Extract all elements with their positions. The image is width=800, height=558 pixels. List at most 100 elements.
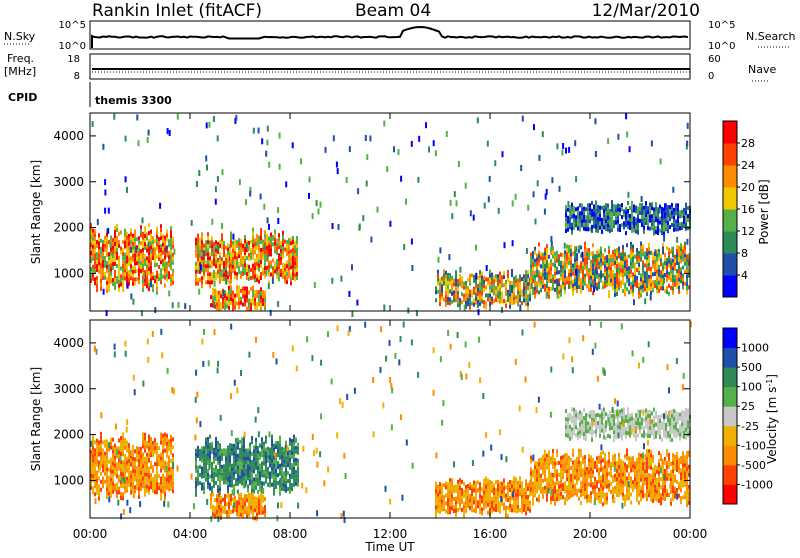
echo-cell: [577, 226, 579, 230]
echo-cell: [160, 280, 162, 284]
echo-cell: [566, 276, 568, 280]
echo-cell: [618, 275, 620, 279]
echo-cell: [681, 226, 683, 230]
echo-cell: [227, 486, 229, 490]
echo-cell: [236, 500, 238, 504]
echo-cell: [366, 181, 368, 187]
echo-cell: [605, 203, 607, 207]
echo-cell: [279, 440, 281, 444]
echo-cell: [675, 203, 677, 207]
echo-cell: [292, 248, 294, 252]
echo-cell: [227, 275, 229, 279]
echo-cell: [144, 465, 146, 469]
echo-cell: [677, 219, 679, 223]
echo-cell: [571, 207, 573, 211]
echo-cell: [479, 274, 481, 278]
echo-cell: [521, 482, 523, 486]
echo-cell: [238, 493, 240, 497]
echo-cell: [221, 469, 223, 473]
echo-cell: [209, 483, 211, 487]
echo-cell: [585, 223, 587, 227]
echo-cell: [469, 274, 471, 278]
echo-cell: [603, 217, 605, 221]
echo-cell: [98, 237, 100, 241]
echo-cell: [604, 264, 606, 268]
echo-cell: [256, 294, 258, 298]
echo-cell: [258, 511, 260, 515]
echo-cell: [626, 275, 628, 279]
echo-cell: [584, 246, 586, 250]
echo-cell: [276, 243, 278, 247]
echo-cell: [565, 221, 567, 225]
echo-cell: [546, 264, 548, 268]
echo-cell: [632, 480, 634, 484]
echo-cell: [685, 219, 687, 223]
echo-cell: [529, 297, 531, 301]
echo-cell: [235, 446, 237, 450]
echo-cell: [144, 469, 146, 473]
echo-cell: [551, 241, 553, 247]
echo-cell: [459, 482, 461, 486]
echo-cell: [221, 223, 223, 229]
echo-cell: [249, 191, 251, 197]
echo-cell: [128, 254, 130, 258]
echo-cell: [170, 250, 172, 254]
echo-cell: [562, 285, 564, 289]
echo-cell: [235, 450, 237, 454]
echo-cell: [554, 288, 556, 292]
echo-cell: [255, 478, 257, 482]
echo-cell: [479, 506, 481, 510]
echo-cell: [618, 279, 620, 283]
echo-cell: [134, 281, 136, 285]
echo-cell: [491, 497, 493, 501]
echo-cell: [294, 269, 296, 273]
echo-cell: [662, 247, 664, 251]
echo-cell: [255, 450, 257, 454]
echo-cell: [265, 452, 267, 456]
echo-cell: [672, 187, 674, 193]
echo-cell: [235, 442, 237, 446]
echo-cell: [582, 468, 584, 472]
echo-cell: [578, 265, 580, 269]
echo-cell: [209, 487, 211, 491]
echo-cell: [519, 476, 521, 480]
echo-cell: [255, 442, 257, 446]
echo-cell: [481, 292, 483, 296]
echo-cell: [290, 273, 292, 277]
echo-cell: [220, 500, 222, 504]
echo-cell: [240, 259, 242, 263]
echo-cell: [138, 487, 140, 491]
echo-cell: [130, 459, 132, 463]
echo-cell: [645, 217, 647, 221]
echo-cell: [679, 210, 681, 214]
echo-cell: [610, 470, 612, 474]
echo-cell: [195, 489, 197, 493]
echo-cell: [282, 275, 284, 279]
echo-cell: [584, 266, 586, 270]
echo-cell: [525, 298, 527, 302]
echo-cell: [640, 470, 642, 474]
echo-cell: [140, 249, 142, 253]
echo-cell: [562, 273, 564, 277]
echo-cell: [640, 246, 642, 250]
echo-cell: [219, 443, 221, 447]
echo-cell: [268, 162, 270, 168]
echo-cell: [197, 242, 199, 246]
echo-cell: [146, 453, 148, 457]
echo-cell: [614, 253, 616, 257]
echo-cell: [148, 251, 150, 255]
echo-cell: [240, 509, 242, 513]
echo-cell: [640, 478, 642, 482]
echo-cell: [469, 306, 471, 310]
echo-cell: [600, 492, 602, 496]
echo-cell: [501, 275, 503, 279]
echo-cell: [556, 489, 558, 493]
echo-cell: [132, 485, 134, 489]
echo-cell: [455, 485, 457, 489]
echo-cell: [527, 503, 529, 507]
echo-cell: [150, 449, 152, 453]
echo-cell: [632, 488, 634, 492]
echo-cell: [566, 457, 568, 461]
echo-cell: [590, 499, 592, 503]
